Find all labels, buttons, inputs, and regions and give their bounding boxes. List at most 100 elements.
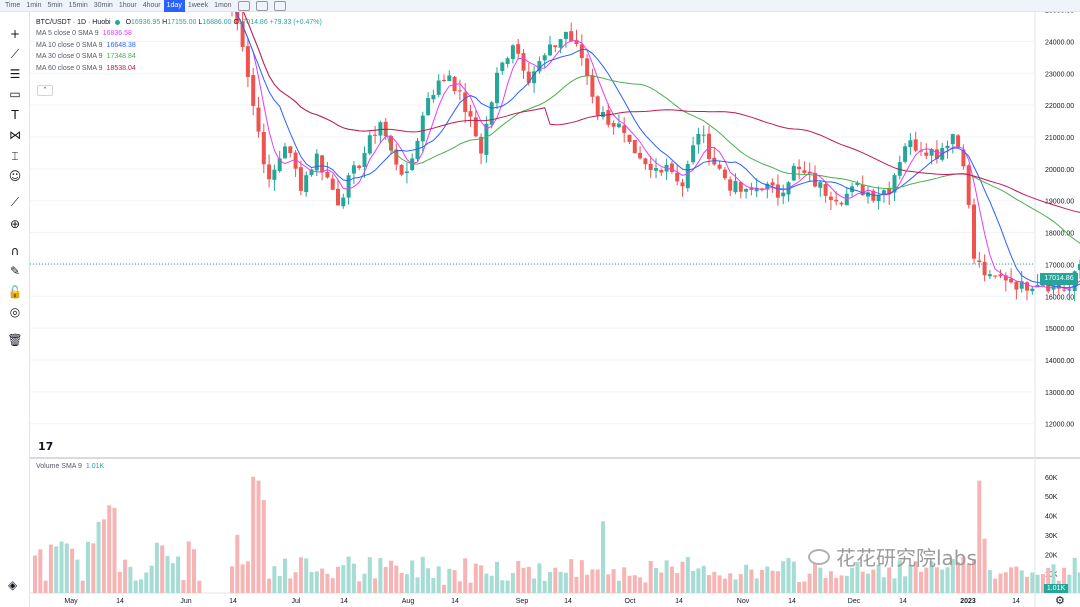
timeframe-1day[interactable]: 1day — [163, 0, 185, 12]
volume-bar — [320, 568, 325, 593]
collapse-legend-button[interactable]: ⌃ — [37, 85, 53, 96]
fullscreen-icon[interactable] — [273, 0, 286, 11]
trash-icon[interactable]: 🗑 — [7, 333, 23, 347]
volume-tick-label: 30K — [1045, 533, 1058, 540]
lock-icon[interactable]: 🔓 — [7, 285, 23, 299]
pattern-icon[interactable]: ⋈ — [9, 128, 21, 142]
candle-body — [314, 153, 319, 171]
gear-icon[interactable]: ⚙ — [1055, 594, 1065, 607]
timeframe-15min[interactable]: 15min — [68, 1, 88, 9]
visibility-icon[interactable]: ◎ — [9, 305, 21, 319]
volume-bar — [966, 564, 971, 593]
volume-bar — [627, 575, 632, 593]
candle-body — [1030, 288, 1035, 292]
volume-bar — [479, 565, 484, 593]
volume-bar — [802, 581, 807, 593]
volume-bar — [176, 556, 181, 593]
rectangle-icon[interactable]: ▭ — [9, 87, 21, 101]
volume-bar — [569, 559, 574, 593]
timeframe-1min[interactable]: 1min — [26, 1, 42, 9]
settings-icon[interactable] — [255, 0, 268, 11]
timeframe-1mon[interactable]: 1mon — [214, 1, 232, 9]
volume-bar — [1072, 557, 1077, 593]
volume-bar — [908, 564, 913, 593]
volume-legend-name[interactable]: Volume SMA 9 — [36, 463, 82, 470]
volume-bar — [426, 568, 431, 593]
stay-drawing-icon[interactable]: ✎ — [9, 264, 21, 278]
y-tick-label: 13000.00 — [1045, 390, 1074, 397]
y-tick-label: 12000.00 — [1045, 422, 1074, 429]
volume-bar — [791, 561, 796, 593]
volume-bar — [181, 580, 186, 593]
prediction-icon[interactable]: ⌶ — [11, 148, 19, 163]
volume-bar — [834, 577, 839, 593]
ruler-icon[interactable]: ⟋ — [10, 194, 20, 209]
candle-body — [479, 136, 484, 154]
candle-body — [516, 44, 521, 54]
candle-body — [892, 175, 897, 193]
candle-body — [685, 164, 690, 189]
x-tick-label: Jun — [180, 598, 191, 605]
volume-bar — [80, 580, 85, 593]
candle-body — [754, 188, 759, 192]
volume-bar — [1009, 567, 1014, 593]
legend-ma-row[interactable]: MA 5 close 0 SMA 9 16836.58 — [36, 28, 322, 40]
y-tick-label: 20000.00 — [1045, 167, 1074, 174]
candle-body — [669, 163, 674, 172]
candle-body — [929, 149, 934, 156]
candle-body — [712, 157, 717, 165]
timeframe-4hour[interactable]: 4hour — [142, 1, 161, 9]
candle-body — [420, 115, 425, 142]
volume-bar — [463, 558, 468, 593]
legend-ma-row[interactable]: MA 30 close 0 SMA 9 17348.84 — [36, 51, 322, 63]
candle-body — [781, 192, 786, 197]
timeframe-1hour[interactable]: 1hour — [118, 1, 137, 9]
timeframe-30min[interactable]: 30min — [93, 1, 113, 9]
candle-body — [240, 21, 245, 47]
zoom-in-icon[interactable]: ⊕ — [9, 217, 21, 231]
volume-bar — [919, 571, 923, 593]
candle-body — [595, 96, 600, 116]
trend-line-icon[interactable]: ⟋ — [10, 46, 20, 61]
volume-bar — [744, 564, 749, 593]
magnet-icon[interactable]: ∩ — [10, 244, 20, 258]
legend-ma-row[interactable]: MA 60 close 0 SMA 9 18538.04 — [36, 63, 322, 75]
volume-bar — [489, 575, 494, 593]
y-tick-label: 19000.00 — [1045, 199, 1074, 206]
candle-body — [473, 117, 478, 137]
object-tree-icon[interactable]: ◈ — [8, 578, 18, 592]
volume-bar — [940, 569, 945, 593]
candle-body — [606, 110, 611, 125]
x-tick-label: Dec — [848, 598, 861, 605]
candle-body — [839, 202, 844, 205]
y-tick-label: 15000.00 — [1045, 326, 1074, 333]
candle-body — [357, 165, 362, 168]
candle-body — [632, 140, 637, 154]
timeframe-time[interactable]: Time — [5, 1, 21, 9]
price-chart[interactable]: 25000.00 24000.00 23000.00 22000.00 21000.00… — [30, 12, 1080, 607]
crosshair-icon[interactable]: + — [9, 27, 21, 41]
volume-bar — [691, 571, 696, 593]
x-tick-label: 14 — [1012, 598, 1020, 605]
chart-type-icon[interactable] — [237, 0, 250, 11]
volume-bar — [537, 563, 542, 593]
text-icon[interactable]: T — [11, 108, 19, 122]
x-tick-label: 14 — [564, 598, 572, 605]
timeframe-5min[interactable]: 5min — [47, 1, 63, 9]
volume-bar — [304, 558, 309, 593]
candle-body — [622, 125, 627, 133]
candle-body — [908, 140, 913, 148]
fib-retracement-icon[interactable]: ☰ — [9, 67, 21, 81]
candle-body — [1014, 281, 1019, 290]
timeframe-1week[interactable]: 1week — [187, 1, 209, 9]
tradingview-logo[interactable]: 17 — [38, 440, 54, 453]
symbol-title[interactable]: BTC/USDT · 1D · Huobi — [36, 19, 111, 26]
legend-ma-row[interactable]: MA 10 close 0 SMA 9 16648.38 — [36, 40, 322, 52]
candle-body — [542, 55, 547, 61]
volume-bar — [701, 565, 706, 593]
volume-bar — [96, 521, 101, 593]
volume-bar — [415, 577, 420, 593]
candle-body — [924, 152, 929, 156]
emoji-icon[interactable]: ☺ — [8, 169, 22, 183]
volume-bar — [240, 564, 245, 593]
